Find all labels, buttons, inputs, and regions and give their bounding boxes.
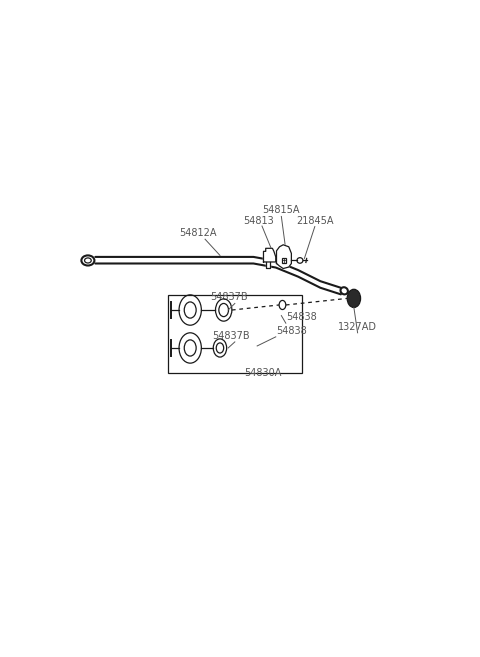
Text: 54812A: 54812A bbox=[179, 228, 216, 238]
Polygon shape bbox=[266, 262, 270, 267]
Text: 54837B: 54837B bbox=[210, 292, 248, 302]
Text: 54830A: 54830A bbox=[244, 369, 281, 378]
Text: 54813: 54813 bbox=[244, 215, 275, 225]
Polygon shape bbox=[276, 245, 291, 269]
Polygon shape bbox=[264, 248, 276, 262]
Text: 54837B: 54837B bbox=[212, 331, 250, 341]
Text: 1327AD: 1327AD bbox=[338, 322, 377, 332]
Text: 54838: 54838 bbox=[286, 311, 317, 322]
Bar bbox=[282, 258, 286, 263]
Bar bbox=[168, 295, 302, 373]
Circle shape bbox=[347, 289, 360, 307]
Text: 54838: 54838 bbox=[276, 326, 307, 336]
Text: 21845A: 21845A bbox=[296, 215, 334, 225]
Text: 54815A: 54815A bbox=[263, 206, 300, 215]
